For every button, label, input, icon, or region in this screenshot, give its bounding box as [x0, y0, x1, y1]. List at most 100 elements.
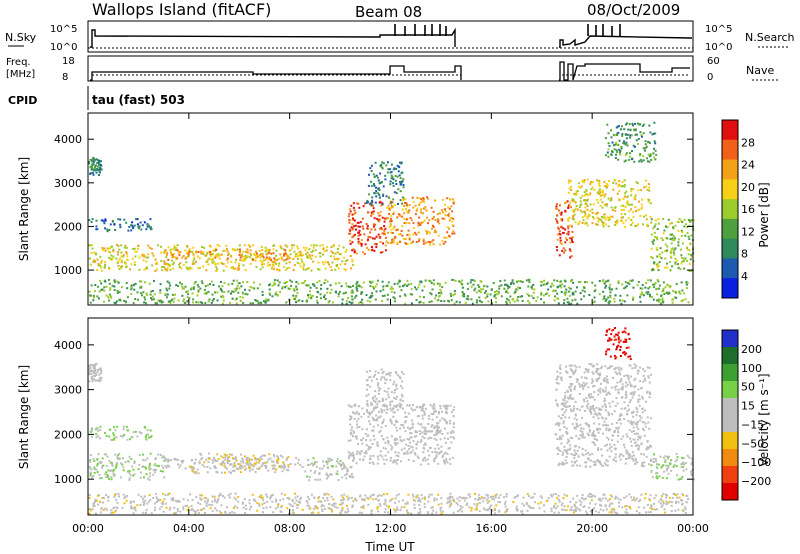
echo-cell	[104, 227, 106, 230]
echo-cell	[210, 258, 213, 261]
echo-cell	[672, 235, 675, 237]
echo-cell	[384, 249, 387, 252]
echo-cell	[92, 502, 95, 505]
echo-cell	[180, 267, 183, 270]
echo-cell	[639, 296, 642, 299]
echo-cell	[393, 439, 396, 442]
echo-cell	[569, 444, 572, 447]
echo-cell	[366, 299, 369, 302]
echo-cell	[487, 497, 490, 500]
echo-cell	[393, 411, 396, 414]
echo-cell	[474, 492, 476, 495]
echo-cell	[521, 295, 523, 298]
echo-cell	[314, 249, 317, 252]
echo-cell	[640, 203, 643, 206]
echo-cell	[349, 423, 352, 426]
echo-cell	[378, 193, 381, 196]
echo-cell	[95, 158, 98, 161]
echo-cell	[382, 447, 385, 450]
echo-cell	[619, 498, 622, 501]
echo-cell	[690, 269, 692, 272]
echo-cell	[149, 472, 152, 475]
echo-cell	[284, 244, 287, 247]
echo-cell	[672, 251, 675, 254]
echo-cell	[615, 222, 618, 225]
echo-cell	[528, 301, 531, 304]
echo-cell	[391, 232, 394, 234]
echo-cell	[242, 264, 245, 267]
echo-cell	[149, 293, 152, 296]
echo-cell	[545, 293, 548, 296]
echo-cell	[324, 260, 327, 263]
echo-cell	[258, 503, 261, 506]
echo-cell	[108, 299, 111, 302]
echo-cell	[166, 289, 169, 292]
echo-cell	[91, 166, 94, 169]
echo-cell	[417, 457, 420, 460]
echo-cell	[634, 499, 637, 502]
echo-cell	[225, 467, 228, 470]
echo-cell	[437, 412, 440, 415]
echo-cell	[96, 228, 99, 231]
echo-cell	[395, 168, 398, 170]
echo-cell	[631, 150, 633, 153]
echo-cell	[375, 195, 378, 198]
echo-cell	[611, 215, 614, 218]
echo-cell	[470, 279, 473, 282]
echo-cell	[124, 461, 127, 463]
echo-cell	[621, 299, 624, 302]
echo-cell	[418, 301, 421, 304]
echo-cell	[278, 465, 281, 468]
echo-cell	[196, 294, 199, 297]
echo-cell	[261, 454, 264, 457]
echo-cell	[637, 209, 640, 212]
echo-cell	[453, 201, 456, 203]
echo-cell	[605, 203, 608, 206]
echo-cell	[374, 285, 377, 288]
echo-cell	[351, 228, 354, 231]
echo-cell	[292, 294, 295, 297]
echo-cell	[211, 495, 214, 498]
echo-cell	[567, 505, 570, 508]
echo-cell	[614, 179, 617, 182]
echo-cell	[681, 221, 684, 224]
echo-cell	[225, 244, 228, 247]
echo-cell	[635, 139, 638, 142]
echo-cell	[436, 427, 439, 429]
echo-cell	[334, 505, 337, 508]
echo-cell	[211, 261, 214, 264]
echo-cell	[125, 258, 128, 261]
echo-cell	[195, 260, 198, 263]
echo-cell	[300, 496, 302, 499]
echo-cell	[422, 459, 424, 462]
echo-cell	[605, 280, 608, 283]
echo-cell	[218, 257, 221, 260]
echo-cell	[649, 506, 652, 509]
echo-cell	[93, 471, 96, 474]
echo-cell	[654, 158, 657, 161]
echo-cell	[145, 434, 148, 436]
echo-cell	[136, 218, 139, 221]
echo-cell	[598, 499, 601, 501]
echo-cell	[116, 425, 119, 428]
echo-cell	[205, 292, 208, 295]
echo-cell	[388, 213, 391, 215]
echo-cell	[362, 504, 365, 507]
echo-cell	[350, 417, 353, 420]
echo-cell	[419, 211, 422, 214]
echo-cell	[598, 181, 601, 184]
echo-cell	[297, 247, 299, 250]
echo-cell	[575, 190, 578, 193]
echo-cell	[631, 203, 633, 206]
echo-cell	[214, 262, 217, 265]
echo-cell	[325, 472, 328, 475]
echo-cell	[449, 497, 451, 500]
echo-cell	[435, 294, 438, 297]
echo-cell	[638, 512, 641, 515]
echo-cell	[396, 508, 399, 511]
echo-cell	[330, 250, 333, 253]
echo-cell	[302, 268, 305, 271]
echo-cell	[216, 291, 219, 294]
echo-cell	[354, 296, 357, 299]
echo-cell	[351, 301, 354, 304]
